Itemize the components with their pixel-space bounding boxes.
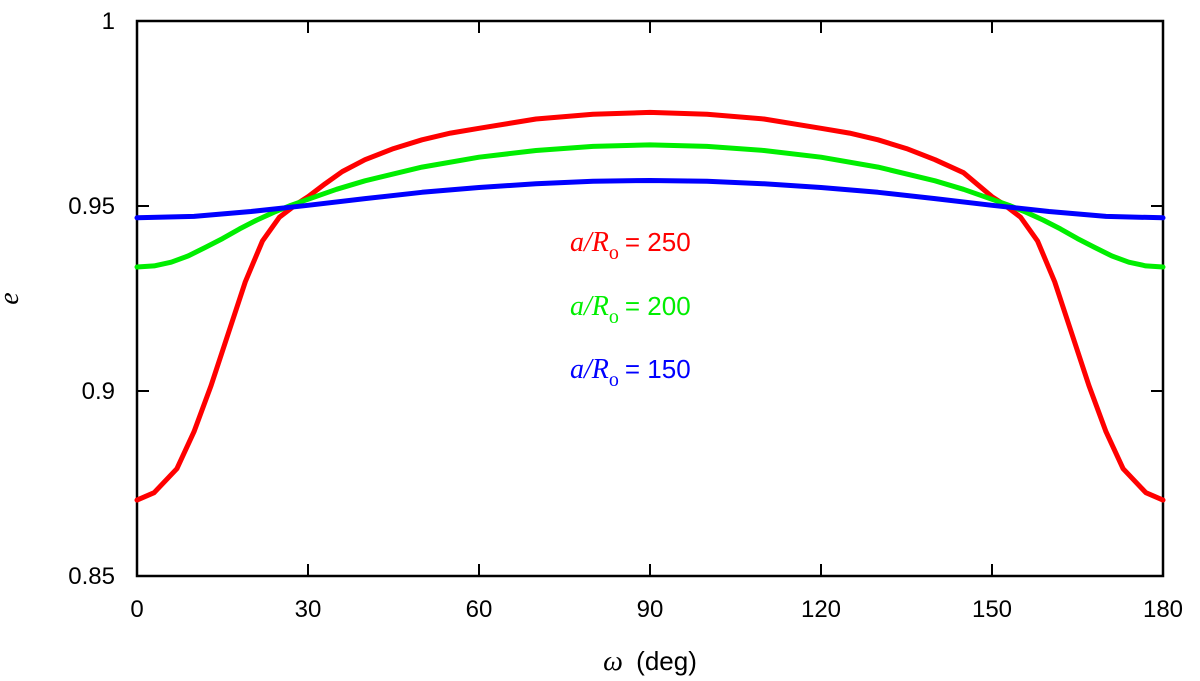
legend-variable: a/R <box>570 227 609 258</box>
y-axis-title: e <box>0 292 25 304</box>
series-line <box>134 178 1166 221</box>
x-axis-symbol: ω <box>603 646 623 677</box>
series-layer <box>134 109 1166 503</box>
y-tick-label: 1 <box>102 8 115 35</box>
y-tick-label: 0.85 <box>68 563 115 590</box>
x-axis-title: ω (deg) <box>603 646 697 677</box>
series-line <box>134 109 1166 503</box>
legend-value: = 250 <box>625 227 691 257</box>
legend-entry: a/Ro = 250 <box>570 227 691 264</box>
legend-entry: a/Ro = 150 <box>570 354 691 391</box>
legend-variable: a/R <box>570 354 609 385</box>
x-tick-label: 180 <box>1143 596 1183 623</box>
legend-variable: a/R <box>570 291 609 322</box>
x-tick-label: 30 <box>295 596 322 623</box>
x-axis-unit: (deg) <box>636 646 697 676</box>
legend-subscript: o <box>609 242 619 264</box>
x-tick-label: 60 <box>466 596 493 623</box>
x-tick-label: 0 <box>130 596 143 623</box>
series-line <box>134 142 1166 270</box>
legend-subscript: o <box>609 306 619 328</box>
legend-value: = 200 <box>625 291 691 321</box>
y-axis: 0.85 0.9 0.95 1 <box>68 8 1163 590</box>
x-tick-label: 120 <box>801 596 841 623</box>
y-tick-label: 0.9 <box>82 378 115 405</box>
x-tick-label: 150 <box>972 596 1012 623</box>
legend-value: = 150 <box>625 354 691 384</box>
x-tick-label: 90 <box>637 596 664 623</box>
legend-subscript: o <box>609 369 619 391</box>
y-tick-label: 0.95 <box>68 193 115 220</box>
x-axis: 0 30 60 90 120 150 180 <box>130 21 1183 623</box>
legend-entry: a/Ro = 200 <box>570 291 691 328</box>
